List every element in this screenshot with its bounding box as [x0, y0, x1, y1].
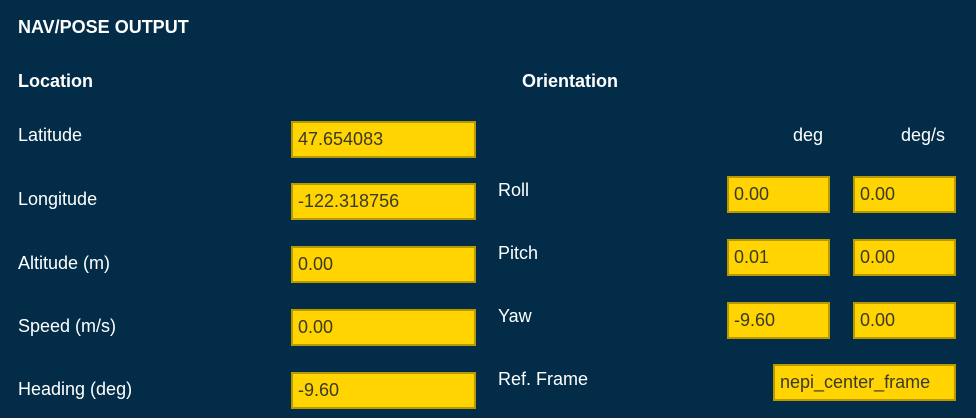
pitch-label: Pitch: [498, 243, 539, 263]
speed-field[interactable]: 0.00: [291, 309, 476, 346]
ref-frame-field[interactable]: nepi_center_frame: [773, 364, 956, 401]
panel-title: NAV/POSE OUTPUT: [18, 17, 189, 37]
longitude-label: Longitude: [18, 189, 98, 209]
latitude-field[interactable]: 47.654083: [291, 121, 476, 158]
roll-label: Roll: [498, 180, 530, 200]
pitch-rate-field[interactable]: 0.00: [853, 239, 956, 276]
degs-column-header: deg/s: [901, 125, 946, 145]
altitude-field[interactable]: 0.00: [291, 246, 476, 283]
yaw-label: Yaw: [498, 306, 532, 326]
altitude-label: Altitude (m): [18, 253, 111, 273]
speed-label: Speed (m/s): [18, 316, 117, 336]
heading-label: Heading (deg): [18, 379, 133, 399]
heading-field[interactable]: -9.60: [291, 372, 476, 409]
roll-deg-field[interactable]: 0.00: [727, 176, 830, 213]
location-heading: Location: [18, 71, 93, 91]
yaw-rate-field[interactable]: 0.00: [853, 302, 956, 339]
pitch-deg-field[interactable]: 0.01: [727, 239, 830, 276]
ref-frame-label: Ref. Frame: [498, 369, 589, 389]
longitude-field[interactable]: -122.318756: [291, 183, 476, 220]
yaw-deg-field[interactable]: -9.60: [727, 302, 830, 339]
deg-column-header: deg: [793, 125, 824, 145]
orientation-heading: Orientation: [522, 71, 619, 91]
latitude-label: Latitude: [18, 125, 83, 145]
roll-rate-field[interactable]: 0.00: [853, 176, 956, 213]
